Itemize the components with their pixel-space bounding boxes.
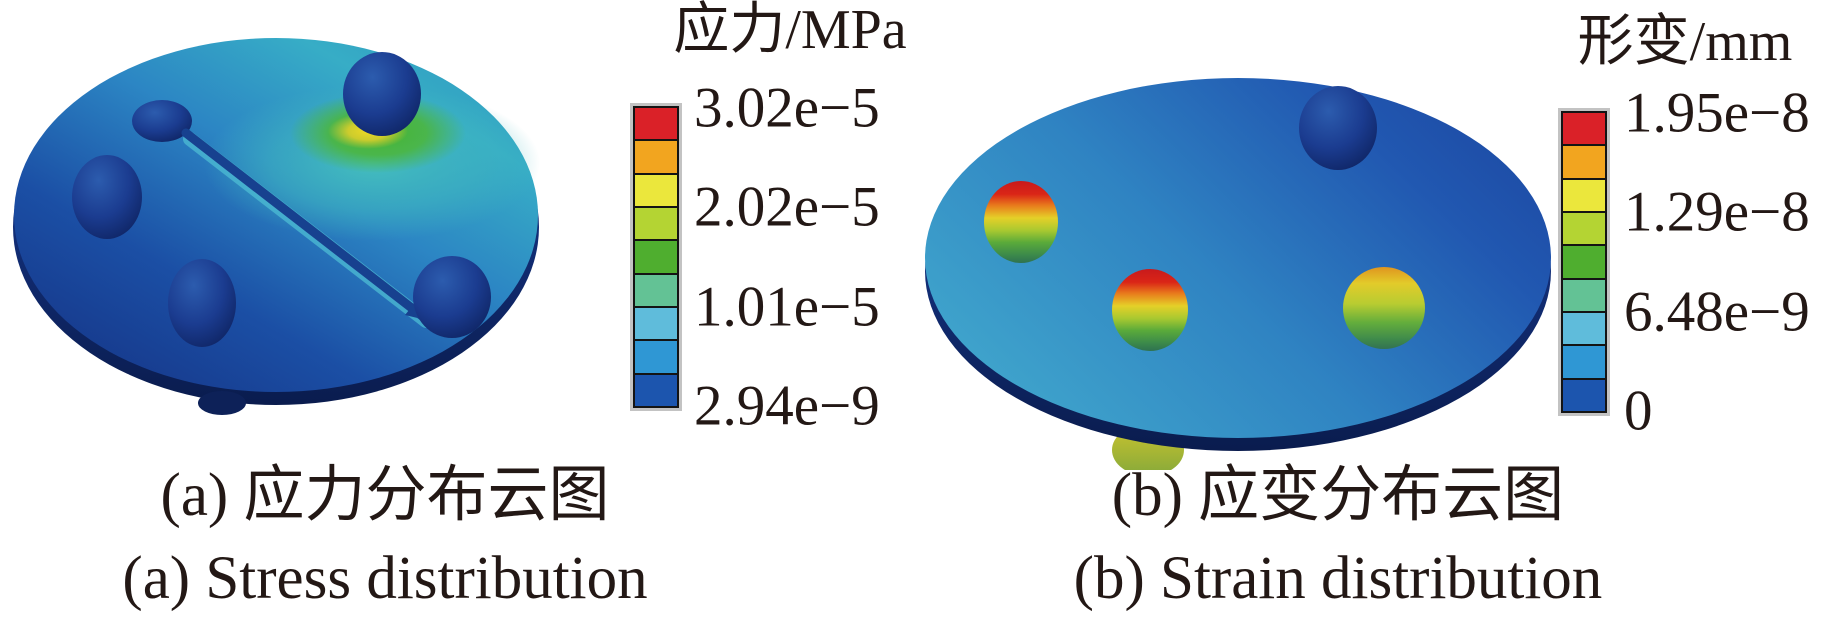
colorbar-segment — [1563, 279, 1605, 311]
sphere-bottom-middle — [168, 259, 236, 347]
caption-a-english: (a) Stress distribution — [122, 544, 648, 612]
colorbar-segment — [635, 241, 677, 273]
colorbar-segment — [635, 307, 677, 340]
caption-panel-a: (a) 应力分布云图 (a) Stress distribution — [55, 455, 715, 621]
tick-label: 0 — [1624, 379, 1653, 443]
tick-label: 2.02e−5 — [694, 175, 880, 239]
colorbar-segment — [1563, 113, 1605, 145]
colorbar-strain — [1558, 108, 1610, 416]
caption-b-chinese: (b) 应变分布云图 — [1111, 462, 1565, 529]
sphere-dark-top — [1299, 86, 1377, 170]
colorbar-stress-bar — [633, 106, 679, 408]
disc-b-top-surface — [925, 78, 1551, 438]
colorbar-segment — [1563, 346, 1605, 378]
groove-line — [181, 128, 427, 321]
tick-label: 3.02e−5 — [694, 76, 880, 140]
colorbar-strain-ticks: 1.95e−8 1.29e−8 6.48e−9 0 — [1624, 85, 1841, 440]
colorbar-segment — [1563, 246, 1605, 278]
sphere-top — [343, 52, 421, 136]
tick-label: 1.01e−5 — [694, 275, 880, 339]
colorbar-stress-ticks: 3.02e−5 2.02e−5 1.01e−5 2.94e−9 — [694, 80, 924, 435]
sphere-bottom-right — [413, 256, 491, 338]
sphere-rainbow-right — [1343, 267, 1425, 349]
colorbar-segment — [1563, 212, 1605, 245]
colorbar-segment — [1563, 146, 1605, 178]
stress-contour-plot — [13, 38, 540, 415]
colorbar-segment — [635, 207, 677, 240]
tick-label: 6.48e−9 — [1624, 280, 1810, 344]
colorbar-title-strain: 形变/mm — [1577, 11, 1793, 73]
small-bump — [132, 100, 192, 142]
colorbar-segment — [1563, 179, 1605, 211]
caption-panel-b: (b) 应变分布云图 (b) Strain distribution — [1008, 455, 1668, 621]
strain-contour-plot — [925, 78, 1551, 470]
tick-label: 2.94e−9 — [694, 374, 880, 438]
colorbar-stress — [630, 103, 682, 411]
colorbar-segment — [1563, 379, 1605, 411]
tick-label: 1.29e−8 — [1624, 180, 1810, 244]
caption-a-chinese: (a) 应力分布云图 — [160, 462, 610, 529]
colorbar-segment — [635, 174, 677, 206]
caption-b-english: (b) Strain distribution — [1073, 544, 1603, 612]
colorbar-segment — [635, 141, 677, 173]
colorbar-segment — [1563, 312, 1605, 345]
disc-a-foot-bump — [198, 391, 246, 415]
colorbar-segment — [635, 274, 677, 306]
sphere-left — [72, 155, 142, 239]
colorbar-segment — [635, 341, 677, 373]
colorbar-segment — [635, 374, 677, 406]
tick-label: 1.95e−8 — [1624, 81, 1810, 145]
colorbar-segment — [635, 108, 677, 140]
sphere-rainbow-left — [984, 181, 1058, 263]
sphere-rainbow-middle — [1112, 269, 1188, 351]
colorbar-strain-bar — [1561, 111, 1607, 413]
colorbar-title-stress: 应力/MPa — [673, 0, 907, 61]
